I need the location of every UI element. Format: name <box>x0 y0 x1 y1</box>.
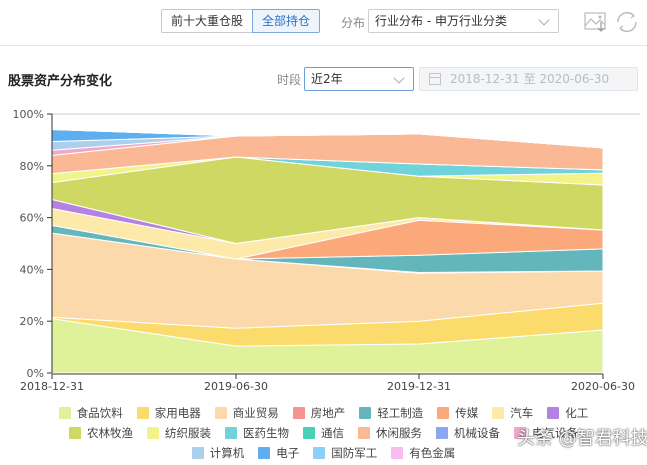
legend-swatch-icon <box>225 427 237 439</box>
tab-top10-holdings[interactable]: 前十大重仓股 <box>161 9 254 33</box>
x-tick-label: 2019-12-31 <box>387 380 451 393</box>
date-range-value: 2018-12-31 至 2020-06-30 <box>450 72 610 86</box>
legend-item[interactable]: 传媒 <box>437 405 478 421</box>
legend-label: 电气设备 <box>532 426 578 440</box>
legend-label: 计算机 <box>209 446 245 460</box>
legend-item[interactable]: 化工 <box>547 405 588 421</box>
y-tick-label: 40% <box>20 263 44 276</box>
legend-label: 汽车 <box>510 406 534 420</box>
legend-label: 农林牧渔 <box>87 426 133 440</box>
y-tick-label: 100% <box>13 108 44 121</box>
legend-item[interactable]: 机械设备 <box>436 425 500 441</box>
legend-swatch-icon <box>147 427 159 439</box>
legend-swatch-icon <box>69 427 81 439</box>
legend-swatch-icon <box>136 407 149 419</box>
legend-label: 化工 <box>565 406 589 420</box>
legend-label: 纺织服装 <box>165 426 211 440</box>
distribution-label: 分布 <box>341 16 366 30</box>
legend-swatch-icon <box>492 407 505 419</box>
period-label: 时段 <box>277 73 302 87</box>
legend-item[interactable]: 农林牧渔 <box>69 425 133 441</box>
legend-label: 商业贸易 <box>232 406 279 420</box>
legend-label: 房地产 <box>310 406 346 420</box>
legend-label: 医药生物 <box>243 426 289 440</box>
date-range-picker[interactable]: 2018-12-31 至 2020-06-30 <box>419 67 638 91</box>
legend-label: 家用电器 <box>154 406 201 420</box>
watermark: 头条 @智君科技 <box>517 428 647 449</box>
legend-label: 传媒 <box>455 406 479 420</box>
legend-swatch-icon <box>313 447 326 459</box>
legend-label: 食品饮料 <box>76 406 123 420</box>
legend-item[interactable]: 房地产 <box>292 405 346 421</box>
chart-legend: 食品饮料 家用电器 商业贸易 房地产 轻工制造 传媒 汽车 化工农林牧渔 纺织服装 医药生物 通信 休… <box>0 403 647 463</box>
legend-item[interactable]: 家用电器 <box>136 405 201 421</box>
legend-label: 通信 <box>321 426 344 440</box>
legend-item[interactable]: 电气设备 <box>514 425 578 441</box>
legend-swatch-icon <box>359 407 372 419</box>
calendar-icon <box>429 73 441 85</box>
area-series[interactable] <box>51 129 604 149</box>
legend-swatch-icon <box>437 407 450 419</box>
legend-item[interactable]: 有色金属 <box>391 445 455 461</box>
legend-swatch-icon <box>436 427 448 439</box>
legend-item[interactable]: 医药生物 <box>225 425 289 441</box>
tab-all-holdings[interactable]: 全部持仓 <box>252 9 321 33</box>
legend-swatch-icon <box>292 407 305 419</box>
legend-item[interactable]: 轻工制造 <box>359 405 423 421</box>
period-select[interactable]: 近2年 <box>304 67 414 91</box>
legend-swatch-icon <box>258 447 271 459</box>
legend-label: 电子 <box>276 446 300 460</box>
legend-label: 有色金属 <box>409 446 456 460</box>
toolbar: 前十大重仓股 全部持仓 分布 行业分布 - 申万行业分类 <box>0 0 647 46</box>
y-tick-label: 80% <box>20 160 44 173</box>
legend-swatch-icon <box>191 447 204 459</box>
section-title: 股票资产分布变化 <box>8 74 113 89</box>
x-tick-label: 2019-06-30 <box>204 380 268 393</box>
legend-item[interactable]: 食品饮料 <box>58 405 123 421</box>
legend-label: 国防军工 <box>331 446 378 460</box>
holdings-toggle: 前十大重仓股 全部持仓 <box>161 9 321 33</box>
y-tick-label: 0% <box>27 367 44 380</box>
distribution-select[interactable]: 行业分布 - 申万行业分类 <box>368 9 559 33</box>
stacked-area-chart[interactable]: 0% 20% 40% 60% 80% 100% 2018-12-31 2019-06-30 20… <box>0 100 647 400</box>
legend-swatch-icon <box>547 407 560 419</box>
legend-item[interactable]: 汽车 <box>492 405 533 421</box>
legend-swatch-icon <box>58 407 71 419</box>
legend-swatch-icon <box>358 427 370 439</box>
x-tick-label: 2020-06-30 <box>571 380 635 393</box>
legend-row: 计算机 电子 国防军工 有色金属 <box>0 443 647 463</box>
x-tick-label: 2018-12-31 <box>20 380 84 393</box>
y-tick-label: 20% <box>20 315 44 328</box>
legend-item[interactable]: 计算机 <box>191 445 245 461</box>
chevron-down-icon <box>393 72 405 84</box>
legend-item[interactable]: 纺织服装 <box>147 425 211 441</box>
refresh-icon[interactable] <box>614 9 640 35</box>
legend-item[interactable]: 休闲服务 <box>358 425 422 441</box>
download-image-icon[interactable] <box>583 9 609 35</box>
legend-swatch-icon <box>214 407 227 419</box>
legend-swatch-icon <box>514 427 526 439</box>
legend-swatch-icon <box>303 427 315 439</box>
legend-label: 机械设备 <box>454 426 500 440</box>
legend-item[interactable]: 国防军工 <box>313 445 377 461</box>
distribution-select-value: 行业分布 - 申万行业分类 <box>375 14 507 28</box>
legend-swatch-icon <box>391 447 404 459</box>
legend-item[interactable]: 电子 <box>258 445 299 461</box>
legend-label: 轻工制造 <box>377 406 424 420</box>
period-select-value: 近2年 <box>311 72 343 86</box>
legend-row: 农林牧渔 纺织服装 医药生物 通信 休闲服务 机械设备 电气设备 <box>0 423 647 443</box>
legend-row: 食品饮料 家用电器 商业贸易 房地产 轻工制造 传媒 汽车 化工 <box>0 403 647 423</box>
legend-item[interactable]: 商业贸易 <box>214 405 279 421</box>
legend-label: 休闲服务 <box>376 426 422 440</box>
chevron-down-icon <box>538 14 550 26</box>
legend-item[interactable]: 通信 <box>303 425 344 441</box>
y-tick-label: 60% <box>20 212 44 225</box>
